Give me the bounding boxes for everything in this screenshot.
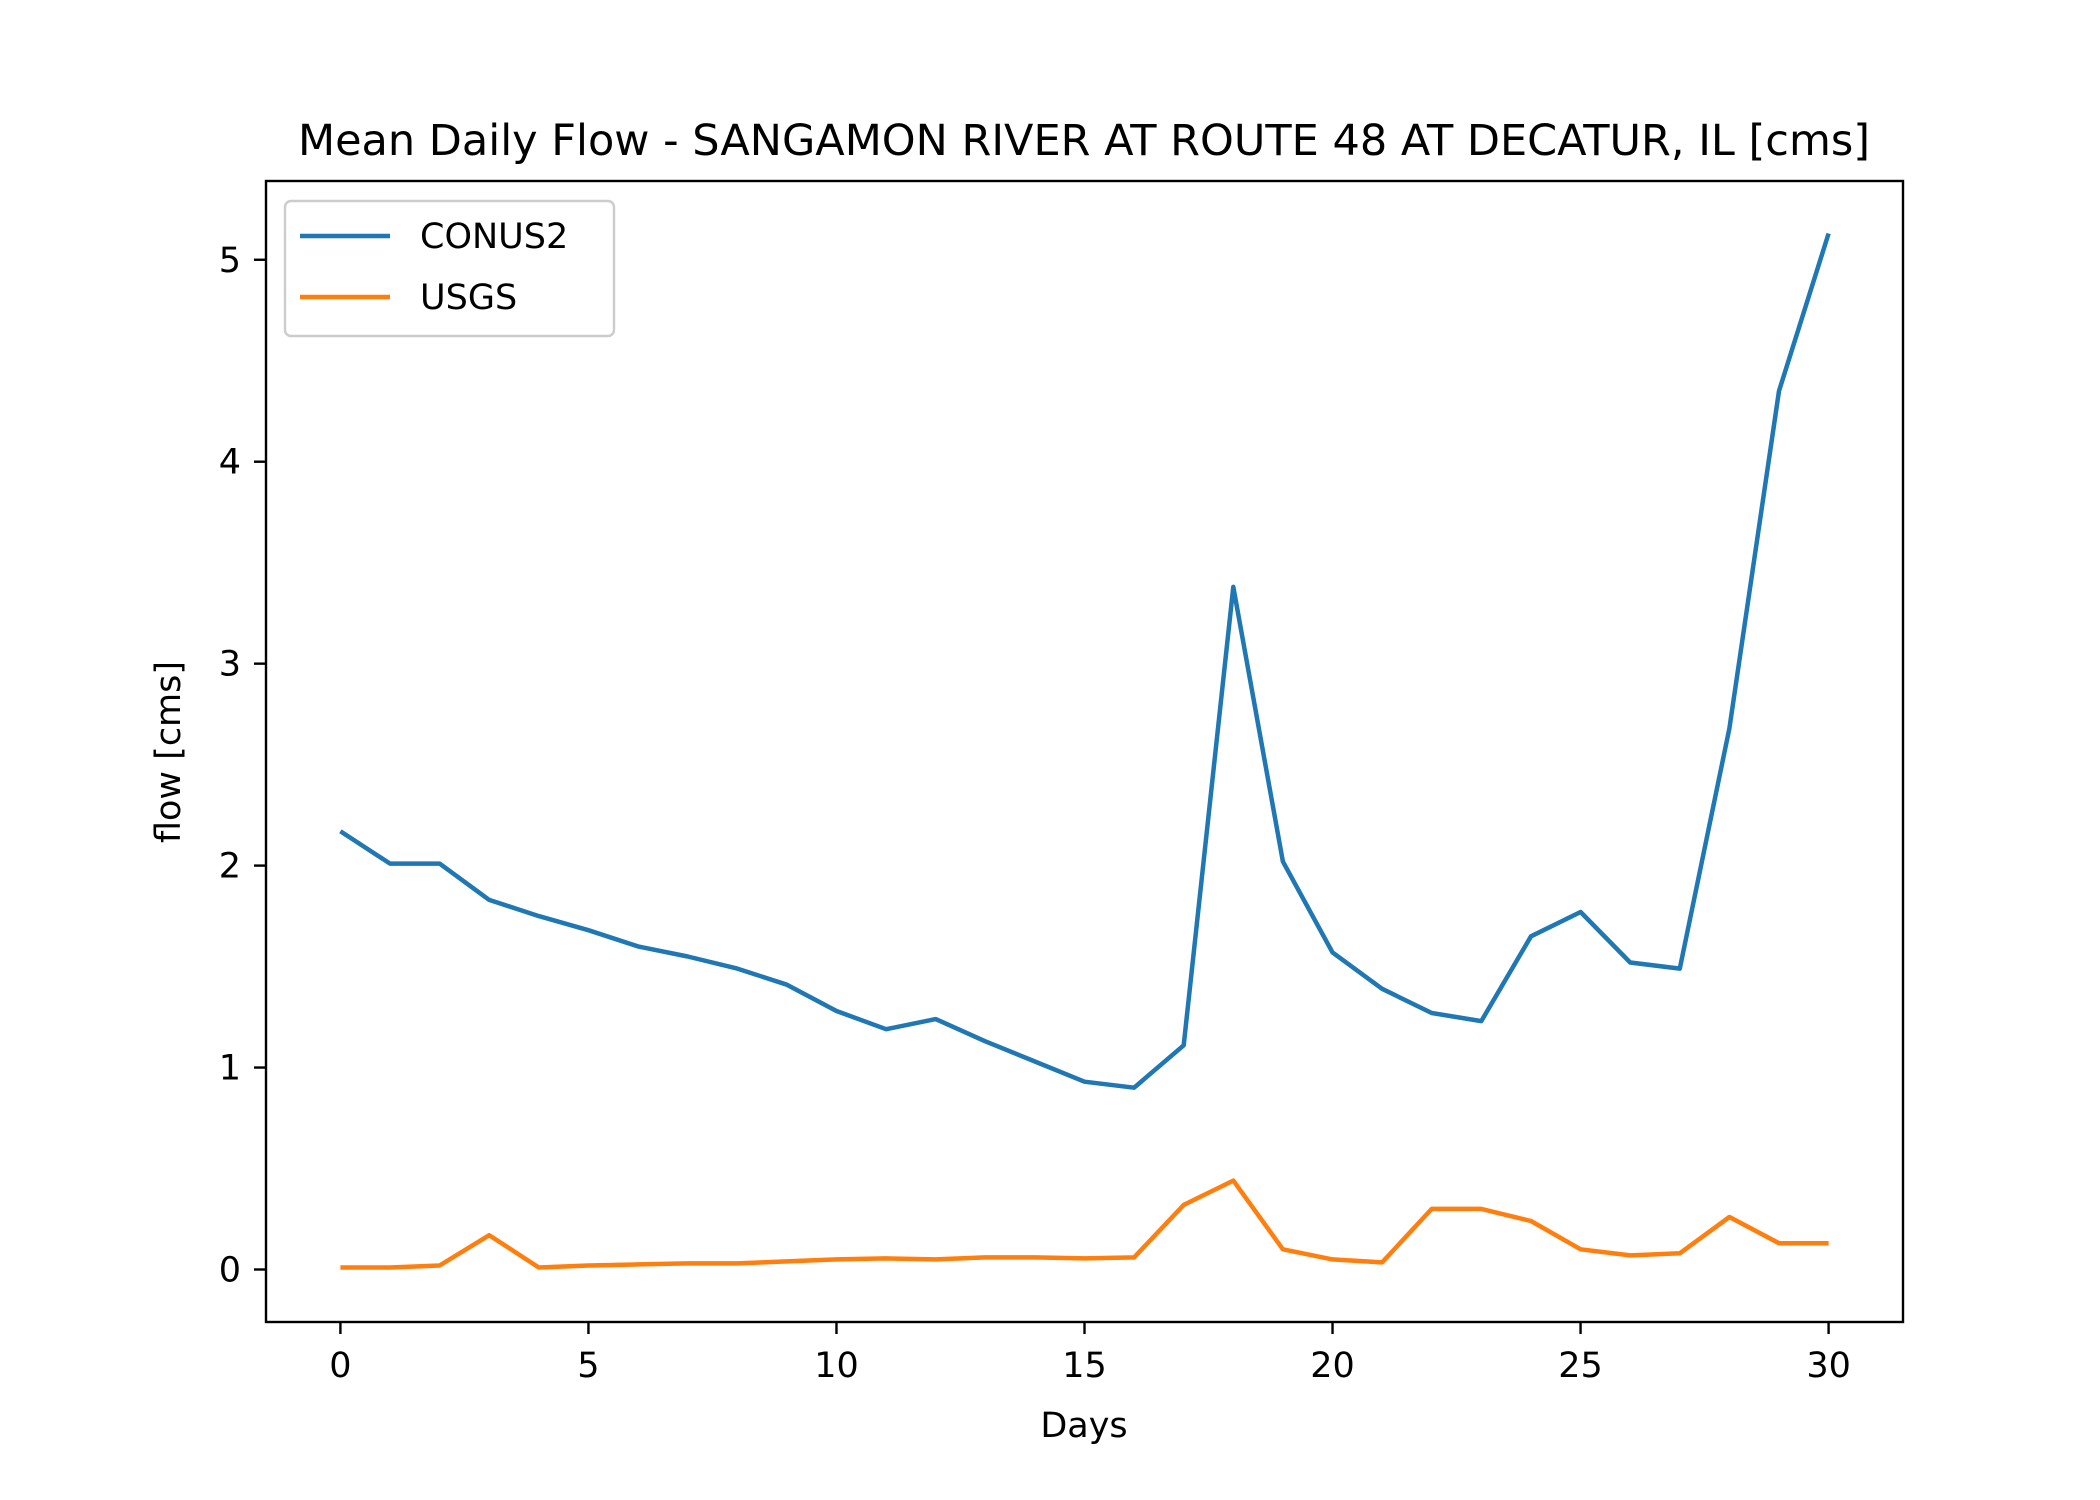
x-tick-label: 15: [1062, 1346, 1107, 1386]
x-tick-label: 25: [1558, 1346, 1603, 1386]
series-line-conus2: [339, 232, 1831, 1090]
y-tick-label: 3: [219, 645, 241, 685]
chart-title: Mean Daily Flow - SANGAMON RIVER AT ROUT…: [298, 116, 1870, 166]
x-tick-label: 30: [1806, 1346, 1851, 1386]
plot-area-frame: [264, 179, 1905, 1324]
y-tick-label: 2: [219, 847, 241, 887]
series-layer: [339, 232, 1831, 1270]
x-tick-label: 5: [577, 1346, 599, 1386]
y-tick-label: 5: [219, 241, 241, 281]
x-tick-label: 0: [329, 1346, 351, 1386]
legend-label-conus2: CONUS2: [420, 217, 568, 257]
x-tick-label: 10: [814, 1346, 859, 1386]
y-tick-label: 0: [219, 1250, 241, 1290]
y-tick-label: 1: [219, 1049, 241, 1089]
x-tick-label: 20: [1310, 1346, 1355, 1386]
legend: CONUS2 USGS: [283, 199, 616, 338]
y-tick-label: 4: [219, 443, 241, 483]
legend-label-usgs: USGS: [420, 278, 517, 318]
y-axis-label: flow [cms]: [149, 661, 189, 843]
series-line-usgs: [340, 1178, 1829, 1270]
x-axis-label: Days: [1040, 1406, 1127, 1446]
axis-ticks: 0 5 10 15 20 25 30 0 1 2 3 4 5: [219, 241, 1851, 1386]
